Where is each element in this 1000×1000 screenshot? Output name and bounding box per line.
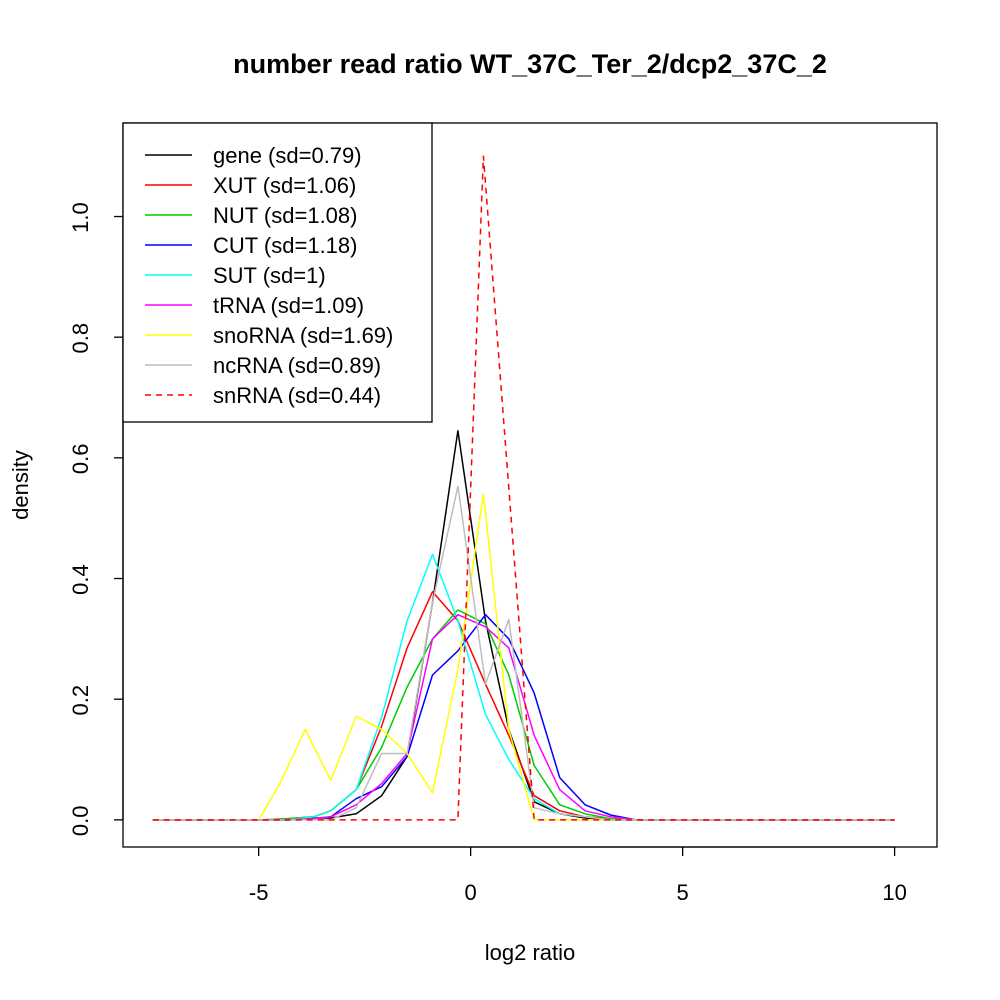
legend-item-xut: XUT (sd=1.06) [145,173,356,198]
legend-label: CUT (sd=1.18) [213,233,357,258]
legend-label: ncRNA (sd=0.89) [213,353,381,378]
legend-item-gene: gene (sd=0.79) [145,143,362,168]
x-axis-label: log2 ratio [485,940,576,965]
series-layer [152,155,895,821]
x-tick-label: -5 [249,880,269,905]
legend-item-sut: SUT (sd=1) [145,263,326,288]
legend-label: NUT (sd=1.08) [213,203,357,228]
y-tick-label: 0.4 [68,564,93,595]
legend-item-snrna: snRNA (sd=0.44) [145,383,381,408]
x-tick-label: 0 [465,880,477,905]
legend: gene (sd=0.79) XUT (sd=1.06) NUT (sd=1.08)… [122,122,433,423]
legend-label: snoRNA (sd=1.69) [213,323,393,348]
y-axis-label: density [8,450,33,520]
y-tick-label: 0.6 [68,444,93,475]
y-tick-label: 0.8 [68,323,93,354]
legend-label: tRNA (sd=1.09) [213,293,364,318]
legend-item-snorna: snoRNA (sd=1.69) [145,323,393,348]
legend-box [122,122,433,423]
legend-label: XUT (sd=1.06) [213,173,356,198]
x-tick-label: 5 [677,880,689,905]
legend-item-trna: tRNA (sd=1.09) [145,293,364,318]
y-tick-label: 0.2 [68,685,93,716]
x-tick-label: 10 [882,880,906,905]
y-tick-label: 1.0 [68,202,93,233]
legend-item-cut: CUT (sd=1.18) [145,233,357,258]
series-line-snrna [152,155,895,821]
legend-item-nut: NUT (sd=1.08) [145,203,357,228]
plot-box [122,122,938,848]
legend-label: gene (sd=0.79) [213,143,362,168]
series-line-ncrna [152,485,895,821]
legend-item-ncrna: ncRNA (sd=0.89) [145,353,381,378]
series-line-trna [152,613,895,821]
chart-title: number read ratio WT_37C_Ter_2/dcp2_37C_… [233,49,827,79]
legend-label: snRNA (sd=0.44) [213,383,381,408]
legend-label: SUT (sd=1) [213,263,326,288]
y-tick-label: 0.0 [68,806,93,837]
series-line-snorna [152,493,895,821]
